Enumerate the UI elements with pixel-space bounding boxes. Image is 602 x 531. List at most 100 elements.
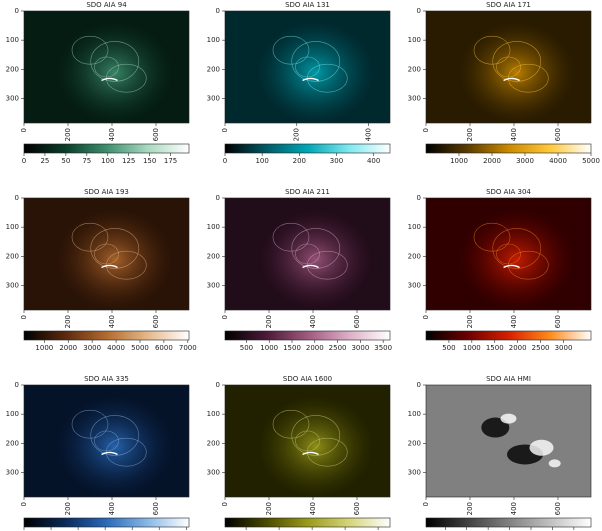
- active-region: [258, 209, 374, 310]
- y-tick-label: 0: [15, 7, 19, 15]
- x-tick-label: 600: [152, 128, 160, 141]
- y-tick-label: 0: [15, 194, 19, 202]
- colorbar-tick-label: 500: [240, 344, 253, 352]
- active-region: [57, 209, 173, 310]
- y-tick-label: 100: [207, 223, 220, 231]
- colorbar: [225, 331, 390, 340]
- image: [24, 11, 189, 123]
- panel-title: SDO AIA 335: [84, 375, 129, 383]
- y-tick-label: 0: [216, 381, 220, 389]
- colorbar: [426, 144, 591, 153]
- x-tick-label: 600: [353, 315, 361, 328]
- panel-title: SDO AIA 193: [84, 188, 129, 196]
- y-tick-label: 100: [207, 36, 220, 44]
- colorbar: [426, 518, 591, 527]
- x-tick-label: 0: [20, 315, 28, 319]
- panel-title: SDO AIA 131: [285, 1, 330, 9]
- y-tick-label: 100: [6, 410, 19, 418]
- image-background: [426, 385, 591, 497]
- x-tick-label: 0: [221, 315, 229, 319]
- magnetic-region: [549, 459, 561, 467]
- y-tick-label: 200: [408, 439, 421, 447]
- figure: SDO AIA 94010020030002004006000255075100…: [0, 0, 602, 531]
- x-tick-label: 200: [265, 502, 273, 515]
- x-tick-label: 600: [152, 315, 160, 328]
- active-region: [57, 396, 173, 497]
- colorbar-tick-label: 200: [293, 157, 306, 165]
- colorbar: [225, 518, 390, 527]
- x-tick-label: 0: [221, 502, 229, 506]
- x-tick-label: 600: [554, 502, 562, 515]
- image: [426, 385, 591, 497]
- y-tick-label: 100: [207, 410, 220, 418]
- colorbar-tick-label: 4000: [107, 344, 125, 352]
- active-region: [459, 209, 575, 310]
- y-tick-label: 200: [6, 252, 19, 260]
- colorbar-tick-label: 100: [255, 157, 268, 165]
- y-tick-label: 200: [408, 65, 421, 73]
- colorbar-tick-label: 1000: [35, 344, 53, 352]
- x-tick-label: 600: [353, 502, 361, 515]
- y-tick-label: 300: [207, 282, 220, 290]
- colorbar-tick-label: 3500: [374, 344, 392, 352]
- colorbar-tick-label: 2000: [509, 344, 527, 352]
- colorbar-tick-label: 6000: [155, 344, 173, 352]
- colorbar-tick-label: 1000: [450, 157, 468, 165]
- y-tick-label: 0: [417, 381, 421, 389]
- magnetic-region: [530, 440, 554, 456]
- colorbar-tick-label: 0: [223, 157, 227, 165]
- x-tick-label: 400: [108, 502, 116, 515]
- colorbar-tick-label: 2500: [532, 344, 550, 352]
- x-tick-label: 600: [554, 315, 562, 328]
- colorbar-tick-label: 1500: [486, 344, 504, 352]
- x-tick-label: 400: [510, 502, 518, 515]
- x-tick-label: 200: [466, 128, 474, 141]
- x-tick-label: 0: [20, 502, 28, 506]
- panel-title: SDO AIA 171: [486, 1, 531, 9]
- colorbar-tick-label: 175: [164, 157, 177, 165]
- colorbar-tick-label: 1000: [260, 344, 278, 352]
- y-tick-label: 300: [408, 282, 421, 290]
- x-tick-label: 200: [466, 502, 474, 515]
- colorbar-tick-label: 125: [122, 157, 135, 165]
- colorbar-tick-label: 150: [143, 157, 156, 165]
- y-tick-label: 300: [6, 282, 19, 290]
- x-tick-label: 400: [510, 128, 518, 141]
- active-region: [459, 22, 575, 123]
- image: [225, 385, 390, 497]
- x-tick-label: 400: [510, 315, 518, 328]
- x-tick-label: 0: [422, 128, 430, 132]
- colorbar-tick-label: 5000: [582, 157, 600, 165]
- colorbar-tick-label: 75: [82, 157, 91, 165]
- y-tick-label: 200: [207, 439, 220, 447]
- y-tick-label: 300: [207, 469, 220, 477]
- colorbar: [426, 331, 591, 340]
- image: [225, 198, 390, 310]
- x-tick-label: 200: [64, 502, 72, 515]
- magnetic-region: [501, 414, 517, 424]
- active-region: [57, 22, 173, 123]
- y-tick-label: 100: [6, 36, 19, 44]
- colorbar-tick-label: 2000: [59, 344, 77, 352]
- colorbar-tick-label: 4000: [549, 157, 567, 165]
- colorbar: [24, 144, 189, 153]
- colorbar-tick-label: 1000: [463, 344, 481, 352]
- colorbar-tick-label: 5000: [131, 344, 149, 352]
- image: [24, 198, 189, 310]
- active-region: [258, 396, 374, 497]
- y-tick-label: 0: [417, 194, 421, 202]
- colorbar: [24, 331, 189, 340]
- y-tick-label: 300: [6, 95, 19, 103]
- y-tick-label: 0: [417, 7, 421, 15]
- y-tick-label: 200: [6, 65, 19, 73]
- colorbar-tick-label: 2000: [306, 344, 324, 352]
- x-tick-label: 400: [108, 315, 116, 328]
- image: [24, 385, 189, 497]
- colorbar-tick-label: 3000: [83, 344, 101, 352]
- colorbar-tick-label: 1500: [283, 344, 301, 352]
- colorbar-tick-label: 50: [61, 157, 70, 165]
- y-tick-label: 100: [408, 223, 421, 231]
- y-tick-label: 300: [207, 95, 220, 103]
- y-tick-label: 200: [207, 252, 220, 260]
- x-tick-label: 200: [64, 315, 72, 328]
